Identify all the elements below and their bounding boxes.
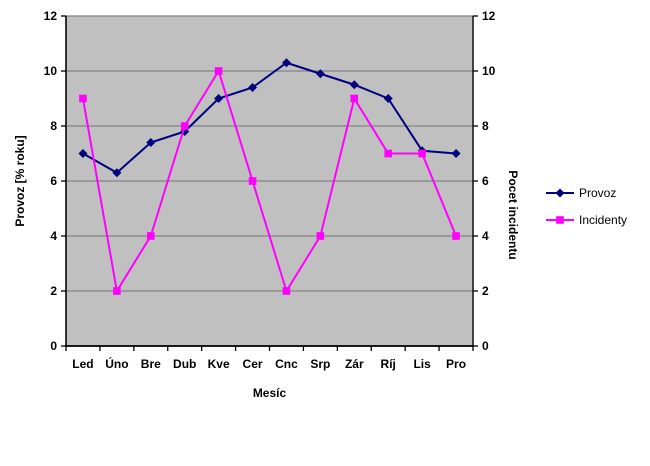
y-axis-left-tick-label: 0 [50, 339, 57, 353]
series-line-provoz [82, 61, 457, 174]
series-marker-incidenty [248, 177, 257, 185]
x-axis-tick-label: Pro [446, 357, 466, 371]
x-axis-tick-label: Lis [413, 357, 431, 371]
series-marker-provoz [248, 83, 258, 92]
y-axis-right-tick-label: 4 [482, 229, 489, 243]
y-axis-right-tick-label: 10 [482, 64, 496, 78]
y-axis-right-tick-label: 8 [482, 119, 489, 133]
series-marker-provoz [451, 149, 461, 158]
series-marker-provoz [146, 138, 156, 147]
legend-label-provoz: Provoz [579, 186, 616, 200]
series-marker-provoz [315, 69, 325, 79]
series-marker-provoz [281, 58, 291, 68]
y-axis-right-tick-label: 6 [482, 174, 489, 188]
legend-label-incidenty: Incidenty [579, 213, 627, 227]
series-marker-incidenty [452, 232, 460, 240]
series-marker-incidenty [316, 232, 325, 240]
x-axis-tick-label: Úno [105, 356, 128, 371]
series-marker-provoz [349, 80, 359, 90]
y-axis-left-tick-label: 6 [50, 174, 57, 188]
y-axis-left-title: Provoz [% roku] [13, 135, 27, 226]
x-axis-title: Mesíc [253, 386, 287, 400]
x-axis-tick-label: Dub [173, 357, 196, 371]
x-axis-tick-label: Cer [243, 357, 263, 371]
series-marker-provoz [112, 168, 122, 178]
series-marker-incidenty [180, 122, 189, 130]
x-axis-tick-label: Zár [345, 357, 364, 371]
y-axis-left-tick-label: 4 [50, 229, 57, 243]
x-axis-tick-label: Ríj [381, 357, 396, 371]
y-axis-left-tick-label: 8 [50, 119, 57, 133]
x-axis-tick-label: Kve [208, 357, 230, 371]
legend-marker-provoz [555, 188, 565, 198]
y-axis-right-tick-label: 0 [482, 339, 489, 353]
legend-marker-incidenty [556, 216, 564, 224]
series-marker-provoz [214, 94, 224, 103]
series-marker-incidenty [384, 149, 393, 158]
series-marker-incidenty [282, 287, 291, 295]
y-axis-right-tick-label: 2 [482, 284, 489, 298]
x-axis-tick-label: Cnc [275, 357, 298, 371]
series-marker-incidenty [418, 149, 426, 158]
series-marker-incidenty [146, 232, 155, 240]
series-marker-incidenty [214, 67, 223, 75]
series-marker-incidenty [350, 94, 359, 103]
series-line-incidenty [81, 68, 457, 294]
x-axis-tick-label: Srp [310, 357, 330, 371]
series-marker-provoz [383, 94, 393, 103]
x-axis-tick-label: Bre [141, 357, 161, 371]
series-marker-incidenty [113, 287, 121, 295]
y-axis-right-tick-label: 12 [482, 9, 496, 23]
y-axis-left-tick-label: 10 [44, 64, 58, 78]
y-axis-right-title: Pocet incidentu [506, 170, 520, 259]
series-marker-provoz [78, 149, 88, 158]
series-marker-incidenty [79, 94, 87, 103]
y-axis-left-tick-label: 12 [44, 9, 58, 23]
y-axis-left-tick-label: 2 [50, 284, 57, 298]
x-axis-tick-label: Led [72, 357, 93, 371]
